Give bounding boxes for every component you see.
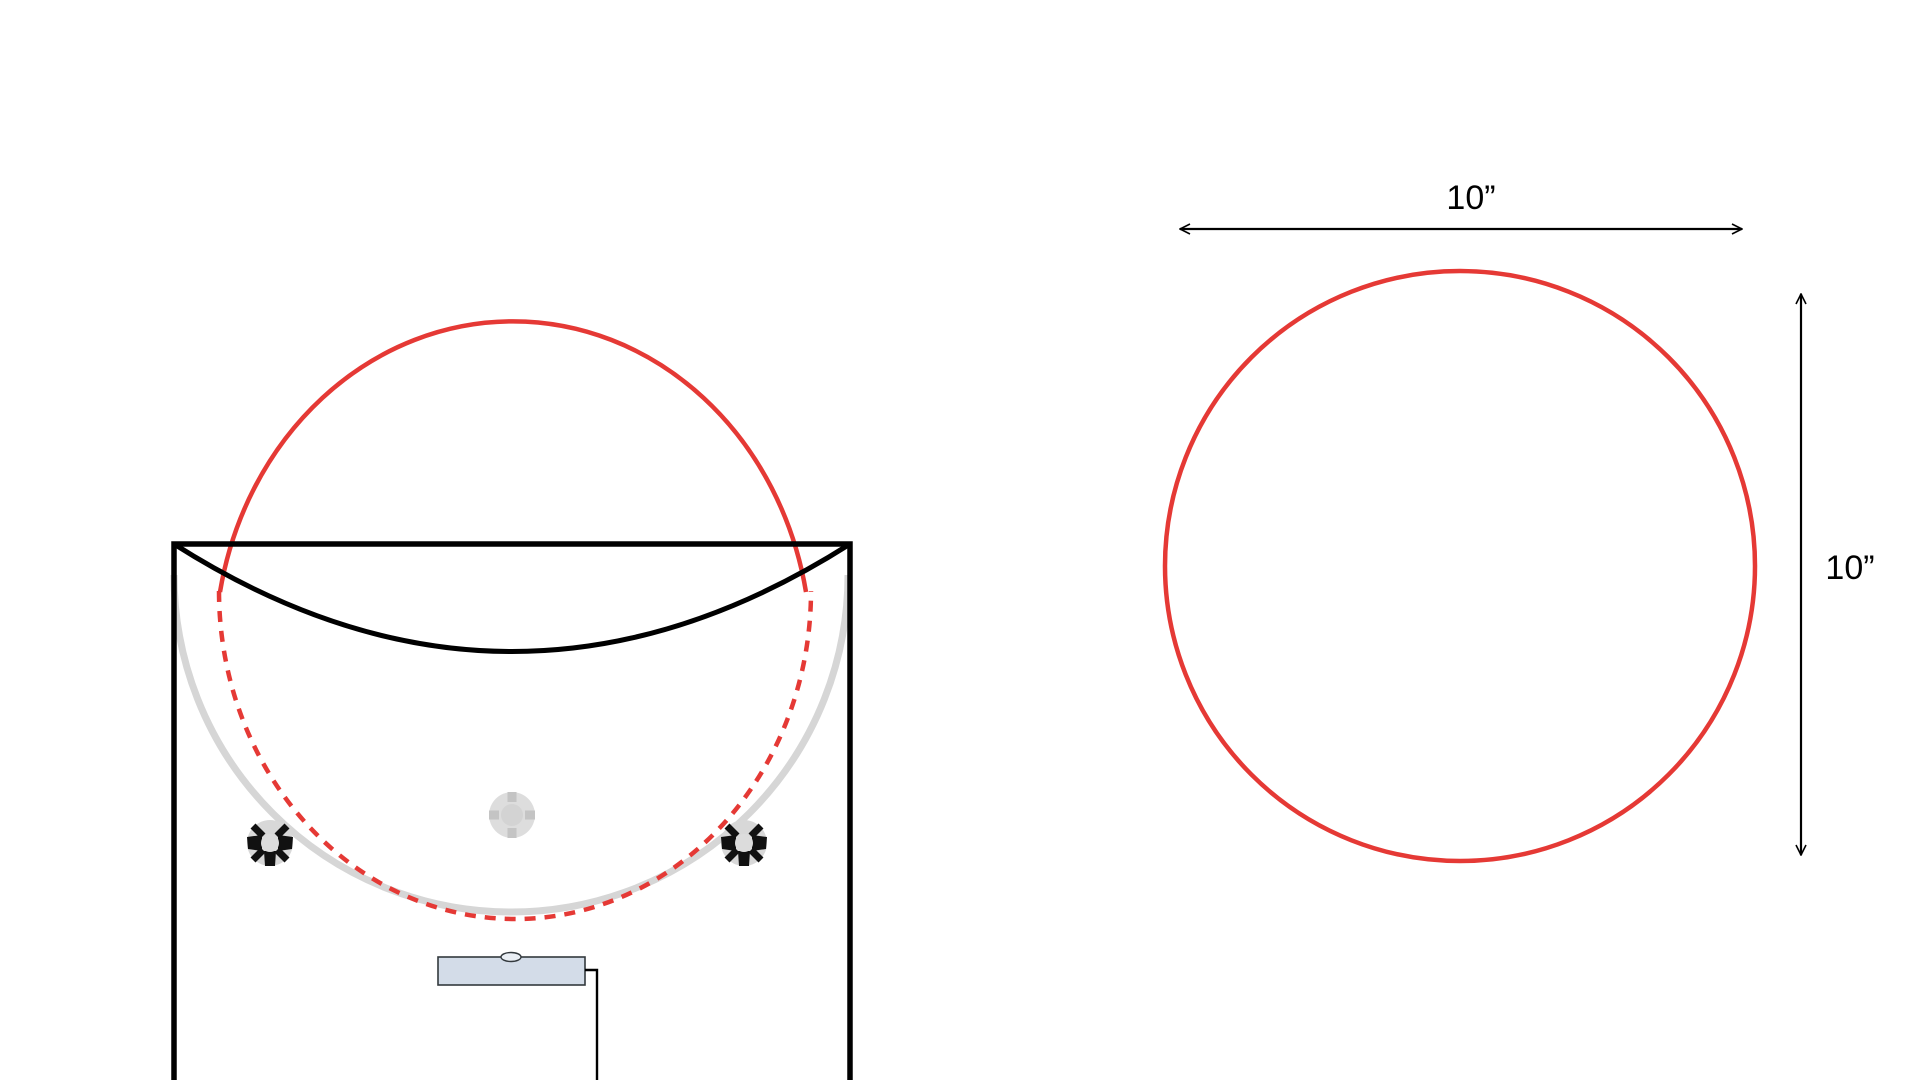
dimensioned-circle: 10” 10” <box>1162 179 1875 864</box>
rail-arc <box>170 574 852 916</box>
frame-ellipse-arc <box>172 541 852 654</box>
knob-icon <box>247 820 293 866</box>
circle-shape <box>1162 268 1758 864</box>
bracket-tab <box>500 951 522 963</box>
bracket-wire <box>585 968 599 1080</box>
width-label: 10” <box>1446 179 1495 217</box>
height-label: 10” <box>1825 549 1874 587</box>
frame-outline <box>171 541 853 1080</box>
knob-icon <box>489 792 535 838</box>
circle-hidden-half <box>216 590 814 922</box>
side-view-assembly <box>170 319 853 1080</box>
circle-visible-arc <box>217 319 809 593</box>
knob-icon <box>721 820 767 866</box>
